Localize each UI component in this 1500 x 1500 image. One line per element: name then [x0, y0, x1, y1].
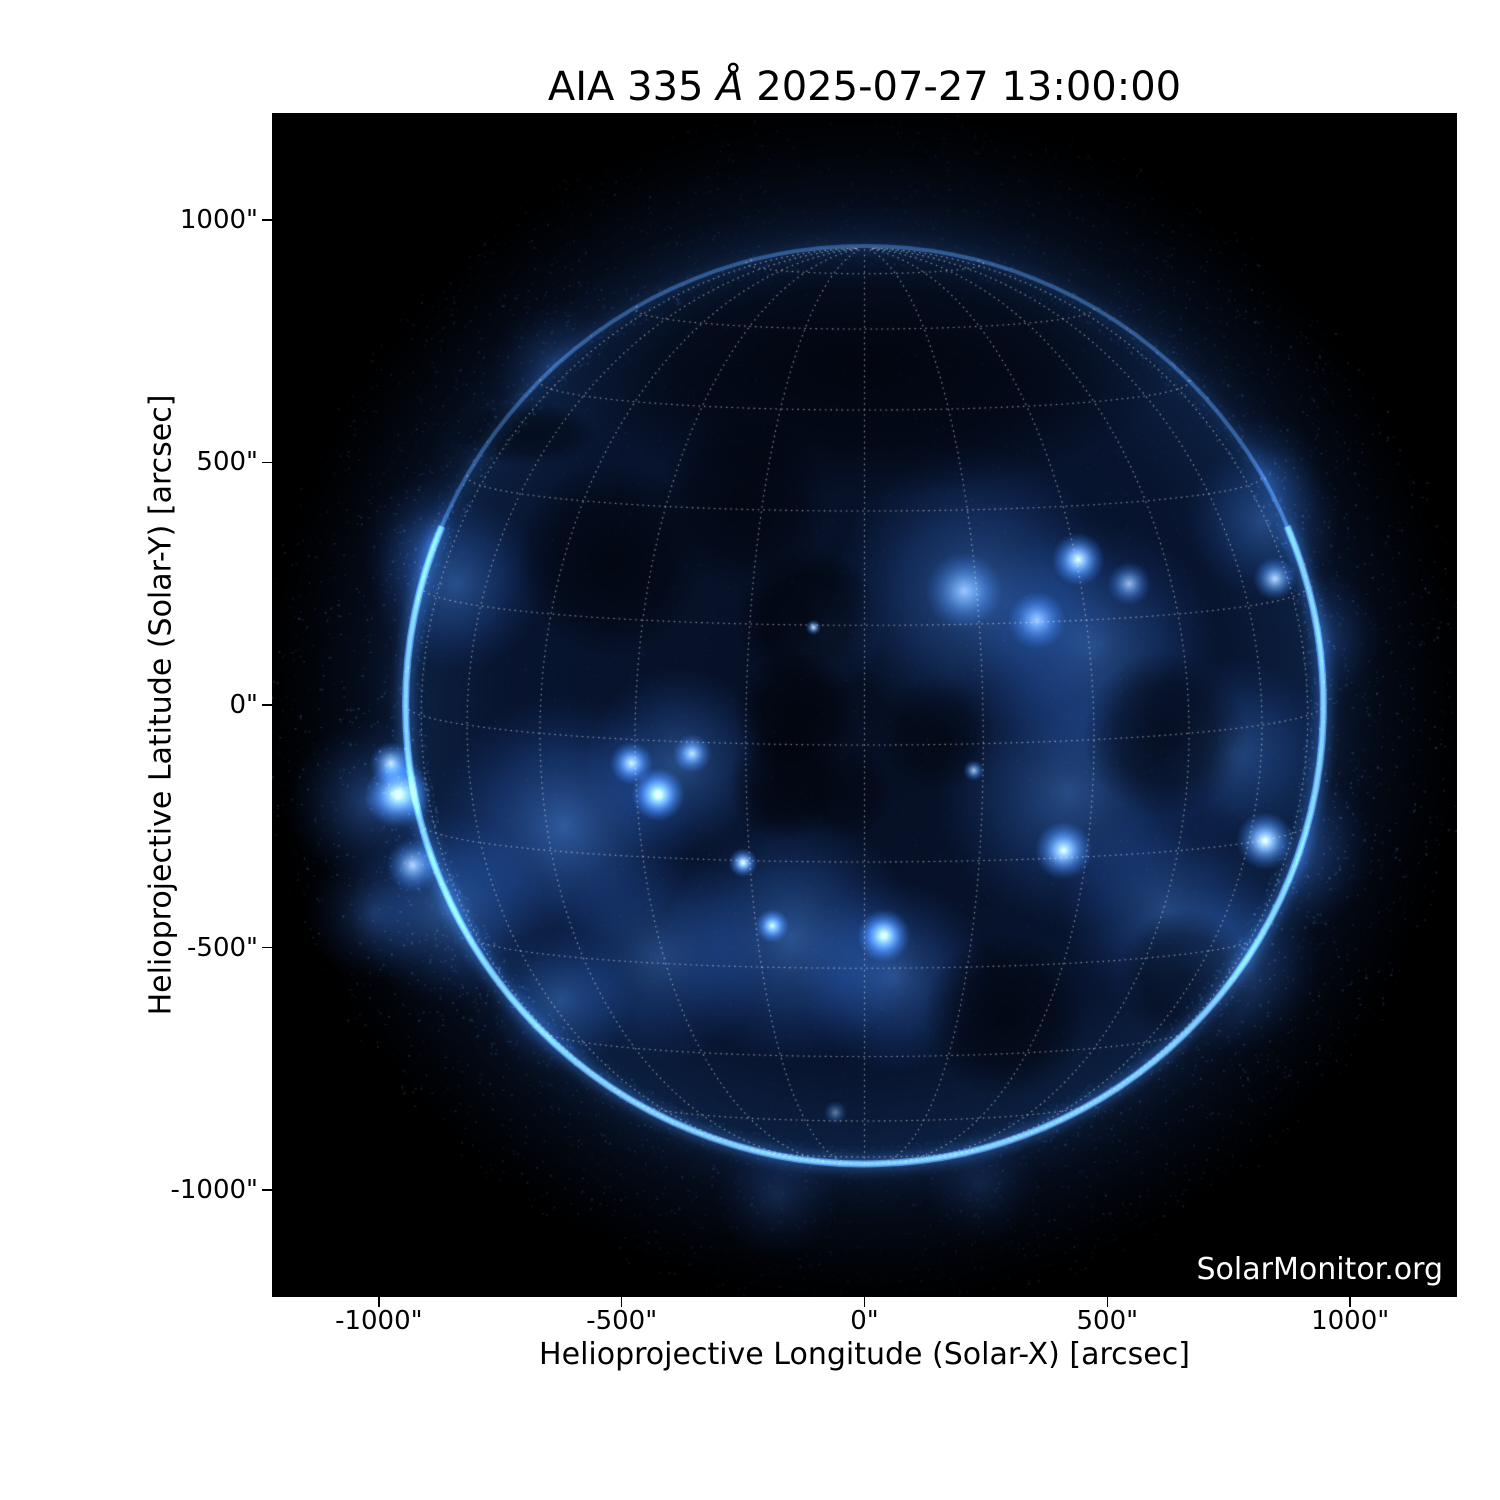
y-tick-mark	[262, 461, 272, 464]
y-tick-mark	[262, 704, 272, 706]
y-tick-label: -500"	[187, 932, 258, 963]
y-tick-mark	[262, 219, 272, 221]
x-tick-label: 1000"	[1311, 1306, 1390, 1336]
x-tick-label: 500"	[1076, 1306, 1139, 1336]
x-tick-mark	[863, 1297, 866, 1307]
y-tick-mark	[262, 946, 272, 949]
y-axis-label: Helioprojective Latitude (Solar-Y) [arcs…	[143, 394, 179, 1016]
x-tick-mark	[378, 1297, 380, 1307]
y-tick-mark	[262, 1189, 272, 1191]
watermark-text: SolarMonitor.org	[1196, 1252, 1443, 1287]
x-tick-mark	[620, 1297, 623, 1307]
figure-title: AIA 335 Å 2025-07-27 13:00:00	[272, 66, 1457, 108]
title-instrument: AIA 335	[547, 64, 717, 110]
x-tick-label: -1000"	[335, 1306, 423, 1336]
x-axis-label: Helioprojective Longitude (Solar-X) [arc…	[539, 1337, 1190, 1372]
y-tick-label: 500"	[196, 447, 258, 478]
x-tick-mark	[1106, 1297, 1109, 1307]
x-tick-label: 0"	[850, 1306, 879, 1336]
x-tick-label: -500"	[586, 1306, 658, 1336]
title-angstrom-symbol: Å	[716, 64, 744, 110]
y-tick-label: -1000"	[170, 1175, 258, 1206]
y-tick-label: 0"	[229, 690, 258, 720]
plot-area: SolarMonitor.org	[272, 113, 1457, 1297]
title-datetime: 2025-07-27 13:00:00	[743, 64, 1182, 110]
y-tick-label: 1000"	[179, 204, 258, 235]
x-tick-mark	[1349, 1297, 1351, 1307]
solar-image-canvas	[272, 113, 1457, 1297]
